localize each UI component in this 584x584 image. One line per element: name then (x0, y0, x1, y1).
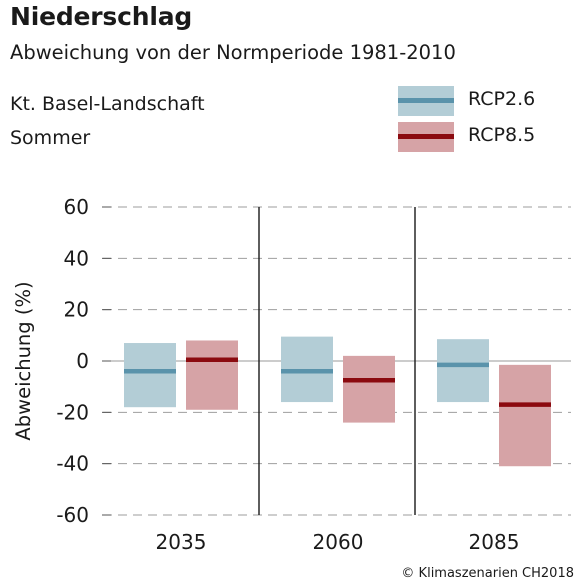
range-box-RCP8.5-2035 (186, 340, 238, 410)
y-axis-title: Abweichung (%) (12, 281, 35, 440)
legend-swatch-rcp26 (398, 86, 454, 116)
ytick-label--60: -60 (56, 503, 89, 527)
legend-label-rcp26: RCP2.6 (468, 88, 536, 110)
copyright-text: © Klimaszenarien CH2018 (401, 566, 574, 581)
xtick-label-2035: 2035 (156, 530, 207, 554)
range-box-RCP2.6-2035 (124, 343, 176, 408)
legend: RCP2.6 RCP8.5 (398, 86, 573, 158)
ytick-label-60: 60 (64, 195, 89, 219)
ytick-label-20: 20 (64, 298, 89, 322)
range-box-RCP2.6-2085 (437, 339, 489, 403)
chart-subtitle: Abweichung von der Normperiode 1981-2010 (10, 41, 456, 64)
season-label: Sommer (10, 127, 91, 149)
region-label: Kt. Basel-Landschaft (10, 93, 205, 115)
ytick-label--20: -20 (56, 400, 89, 424)
ytick-label--40: -40 (56, 452, 89, 476)
range-box-RCP8.5-2085 (499, 364, 551, 467)
xtick-label-2085: 2085 (469, 530, 520, 554)
legend-label-rcp85: RCP8.5 (468, 124, 536, 146)
range-box-RCP8.5-2060 (343, 355, 395, 423)
legend-item-rcp26: RCP2.6 (398, 86, 573, 122)
legend-item-rcp85: RCP8.5 (398, 122, 573, 158)
ytick-label-40: 40 (64, 246, 89, 270)
legend-swatch-rcp85 (398, 122, 454, 152)
ytick-label-0: 0 (76, 349, 89, 373)
chart-title: Niederschlag (10, 2, 193, 31)
xtick-label-2060: 2060 (313, 530, 364, 554)
